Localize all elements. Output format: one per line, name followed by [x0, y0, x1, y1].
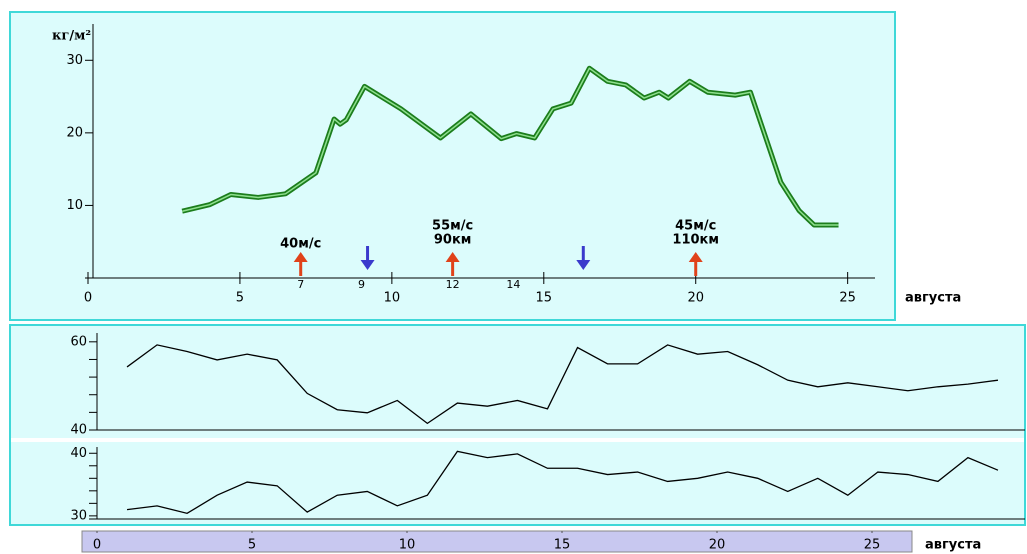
y-tick-label: 30: [70, 508, 87, 523]
arrow: [293, 252, 308, 276]
arrow-label: 40м/с: [280, 237, 321, 252]
line: [126, 450, 999, 515]
x-tick-label: 20: [687, 291, 704, 306]
date-label: 9: [358, 278, 365, 291]
x-tick-label: 20: [709, 538, 726, 553]
arrow-label: 110км: [672, 233, 719, 248]
x-tick-label: 10: [384, 291, 401, 306]
y-tick-label: 20: [66, 125, 83, 140]
panel-gap: [11, 438, 1024, 442]
x-tick-label: 0: [93, 538, 101, 553]
x-tick-label: 5: [236, 291, 244, 306]
x-tick-label: 15: [554, 538, 571, 553]
arrow: [445, 252, 460, 276]
date-label: 12: [446, 278, 460, 291]
arrow-label: 90км: [434, 233, 472, 248]
arrow-label: 55м/с: [432, 219, 473, 234]
x-label: августа: [925, 538, 981, 553]
y-tick-label: 30: [66, 53, 83, 68]
x-tick-label: 25: [864, 538, 881, 553]
arrow-head: [576, 260, 591, 270]
line: [182, 67, 839, 226]
date-label: 7: [297, 278, 304, 291]
arrow-label: 45м/с: [675, 219, 716, 234]
arrow: [688, 252, 703, 276]
arrow-head: [293, 252, 308, 262]
x-label: августа: [905, 291, 961, 306]
x-tick-label: 25: [839, 291, 856, 306]
arrow: [360, 246, 375, 270]
arrow-head: [445, 252, 460, 262]
x-tick-label: 10: [399, 538, 416, 553]
y-tick-label: 10: [66, 198, 83, 213]
date-strip: [81, 530, 913, 553]
y-label: кг/м²: [52, 29, 91, 44]
date-label: 14: [506, 278, 520, 291]
line: [126, 344, 999, 425]
y-tick-label: 60: [70, 334, 87, 349]
x-tick-label: 15: [536, 291, 553, 306]
arrow-head: [360, 260, 375, 270]
arrow-head: [688, 252, 703, 262]
bottom-panels: [9, 324, 1026, 526]
x-tick-label: 0: [84, 291, 92, 306]
arrow: [576, 246, 591, 270]
x-tick-label: 5: [248, 538, 256, 553]
y-tick-label: 40: [70, 446, 87, 461]
y-tick-label: 40: [70, 423, 87, 438]
